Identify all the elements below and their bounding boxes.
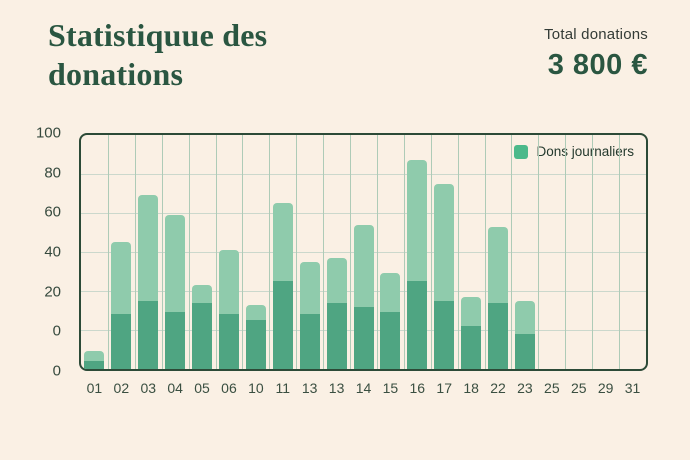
vertical-gridline xyxy=(107,135,109,369)
bar-dark-segment-day-01 xyxy=(84,361,105,369)
legend-label: Dons journaliers xyxy=(536,144,634,159)
bar-day-05 xyxy=(192,285,213,369)
bar-day-23 xyxy=(514,300,535,369)
x-tick-label: 31 xyxy=(624,380,641,396)
x-tick-label: 05 xyxy=(194,380,210,396)
x-tick-label: 06 xyxy=(221,380,237,396)
x-tick-label: 02 xyxy=(113,380,130,396)
x-axis: 01 02 03 04 05 06 10 11 13 13 14 15 16 17 18 22 23 25 25 29… xyxy=(81,380,646,400)
bar-day-22 xyxy=(488,226,509,369)
total-donations-block: Total donations 3 800 € xyxy=(544,26,648,82)
vertical-gridline xyxy=(484,135,486,369)
vertical-gridline xyxy=(403,135,405,369)
bar-day-13 xyxy=(299,261,320,369)
x-tick-label: 25 xyxy=(570,380,587,396)
vertical-gridline xyxy=(565,135,567,369)
vertical-gridline xyxy=(296,135,298,369)
y-tick-label: 100 xyxy=(35,124,61,142)
bar-day-04 xyxy=(165,214,186,369)
x-tick-label: 11 xyxy=(275,380,291,396)
bar-dark-segment-day-04 xyxy=(165,312,186,369)
x-tick-label: 25 xyxy=(544,380,560,396)
bar-day-13 xyxy=(326,257,347,369)
x-tick-label: 13 xyxy=(328,380,345,396)
bar-dark-segment-day-13 xyxy=(299,314,320,369)
horizontal-gridline xyxy=(81,213,646,214)
vertical-gridline xyxy=(269,135,271,369)
vertical-gridline xyxy=(457,135,459,369)
plot-area: Dons journaliers xyxy=(79,133,648,371)
bar-dark-segment-day-06 xyxy=(218,314,239,369)
vertical-gridline xyxy=(215,135,217,369)
bar-dark-segment-day-11 xyxy=(272,281,293,369)
total-donations-value: 3 800 € xyxy=(547,49,648,81)
vertical-gridline xyxy=(242,135,244,369)
y-axis: 100 80 60 40 20 0 0 xyxy=(0,125,70,380)
bar-dark-segment-day-13 xyxy=(326,302,347,369)
bar-day-17 xyxy=(434,183,455,369)
bar-day-10 xyxy=(245,304,266,369)
bar-day-03 xyxy=(138,195,159,369)
bar-day-18 xyxy=(461,296,482,369)
y-tick-label: 80 xyxy=(44,164,61,182)
bar-day-14 xyxy=(353,224,374,369)
x-tick-label: 13 xyxy=(301,380,318,396)
x-tick-label: 04 xyxy=(167,380,183,396)
vertical-gridline xyxy=(134,135,136,369)
bar-day-02 xyxy=(111,242,132,369)
chart-legend: Dons journaliers xyxy=(514,144,634,159)
page-title: Statistiquue des donations xyxy=(48,17,268,93)
vertical-gridline xyxy=(161,135,163,369)
x-tick-label: 22 xyxy=(490,380,506,396)
bar-dark-segment-day-15 xyxy=(380,312,401,369)
x-tick-label: 16 xyxy=(409,380,426,396)
bar-dark-segment-day-22 xyxy=(488,302,509,369)
x-tick-label: 17 xyxy=(436,380,452,396)
vertical-gridline xyxy=(430,135,432,369)
bar-dark-segment-day-16 xyxy=(407,281,428,369)
x-tick-label: 14 xyxy=(355,380,372,396)
x-tick-label: 15 xyxy=(382,380,399,396)
bar-dark-segment-day-14 xyxy=(353,306,374,369)
y-tick-label: 0 xyxy=(52,322,61,340)
bar-day-06 xyxy=(218,250,239,369)
bar-dark-segment-day-10 xyxy=(245,320,266,369)
vertical-gridline xyxy=(538,135,540,369)
x-tick-label: 03 xyxy=(140,380,157,396)
y-tick-label: 20 xyxy=(44,283,61,301)
x-tick-label: 18 xyxy=(463,380,479,396)
bar-dark-segment-day-17 xyxy=(434,300,455,369)
bar-dark-segment-day-02 xyxy=(111,314,132,369)
x-tick-label: 10 xyxy=(248,380,264,396)
x-tick-label: 01 xyxy=(86,380,103,396)
bar-dark-segment-day-23 xyxy=(514,333,535,369)
legend-swatch-icon xyxy=(514,144,529,159)
vertical-gridline xyxy=(511,135,513,369)
bar-dark-segment-day-03 xyxy=(138,300,159,369)
bar-day-01 xyxy=(84,351,105,369)
vertical-gridline xyxy=(350,135,352,369)
horizontal-gridline xyxy=(81,174,646,175)
bar-dark-segment-day-18 xyxy=(461,326,482,369)
x-tick-label: 29 xyxy=(597,380,614,396)
vertical-gridline xyxy=(323,135,325,369)
total-donations-label: Total donations xyxy=(544,26,648,43)
bar-day-15 xyxy=(380,273,401,369)
y-tick-label: 0 xyxy=(52,362,61,380)
bar-day-11 xyxy=(272,203,293,369)
y-tick-label: 60 xyxy=(44,203,61,221)
vertical-gridline xyxy=(188,135,190,369)
bar-dark-segment-day-05 xyxy=(192,302,213,369)
y-tick-label: 40 xyxy=(44,243,61,261)
vertical-gridline xyxy=(592,135,594,369)
vertical-gridline xyxy=(619,135,621,369)
vertical-gridline xyxy=(376,135,378,369)
x-tick-label: 23 xyxy=(517,380,533,396)
bar-day-16 xyxy=(407,160,428,369)
